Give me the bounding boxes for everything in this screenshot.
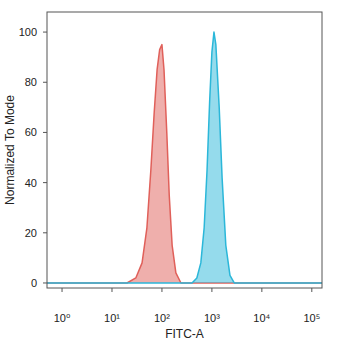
x-tick-label: 10⁴ — [253, 312, 270, 324]
x-tick — [111, 288, 112, 292]
y-tick — [43, 282, 47, 283]
area-line — [47, 45, 322, 283]
x-tick — [311, 288, 312, 292]
x-tick-label: 10³ — [204, 312, 220, 324]
y-tick-label: 60 — [25, 126, 37, 138]
x-tick-label: 10⁵ — [303, 312, 320, 324]
y-tick-label: 100 — [19, 26, 37, 38]
x-tick — [62, 288, 63, 292]
y-tick — [43, 32, 47, 33]
y-tick — [43, 82, 47, 83]
x-tick — [261, 288, 262, 292]
x-tick-label: 10⁰ — [54, 312, 71, 324]
area-line — [47, 32, 322, 283]
y-tick — [43, 232, 47, 233]
chart: 0 20 40 60 80 100 10⁰ 10¹ 10² 10³ 10⁴ 10⁵ FITC-A Norm… — [0, 0, 342, 345]
x-tick — [161, 288, 162, 292]
y-axis-title: Normalized To Mode — [3, 95, 17, 205]
y-tick — [43, 132, 47, 133]
plot-area — [47, 32, 322, 283]
y-tick — [43, 182, 47, 183]
y-tick-label: 20 — [25, 227, 37, 239]
x-tick-label: 10¹ — [104, 312, 120, 324]
x-axis-title: FITC-A — [165, 327, 204, 341]
x-tick-label: 10² — [154, 312, 170, 324]
y-tick-label: 40 — [25, 177, 37, 189]
y-tick-label: 80 — [25, 76, 37, 88]
x-tick — [211, 288, 212, 292]
plot-frame — [47, 12, 322, 288]
area-fill — [47, 45, 322, 283]
area-fill — [47, 32, 322, 283]
y-tick-label: 0 — [31, 277, 37, 289]
